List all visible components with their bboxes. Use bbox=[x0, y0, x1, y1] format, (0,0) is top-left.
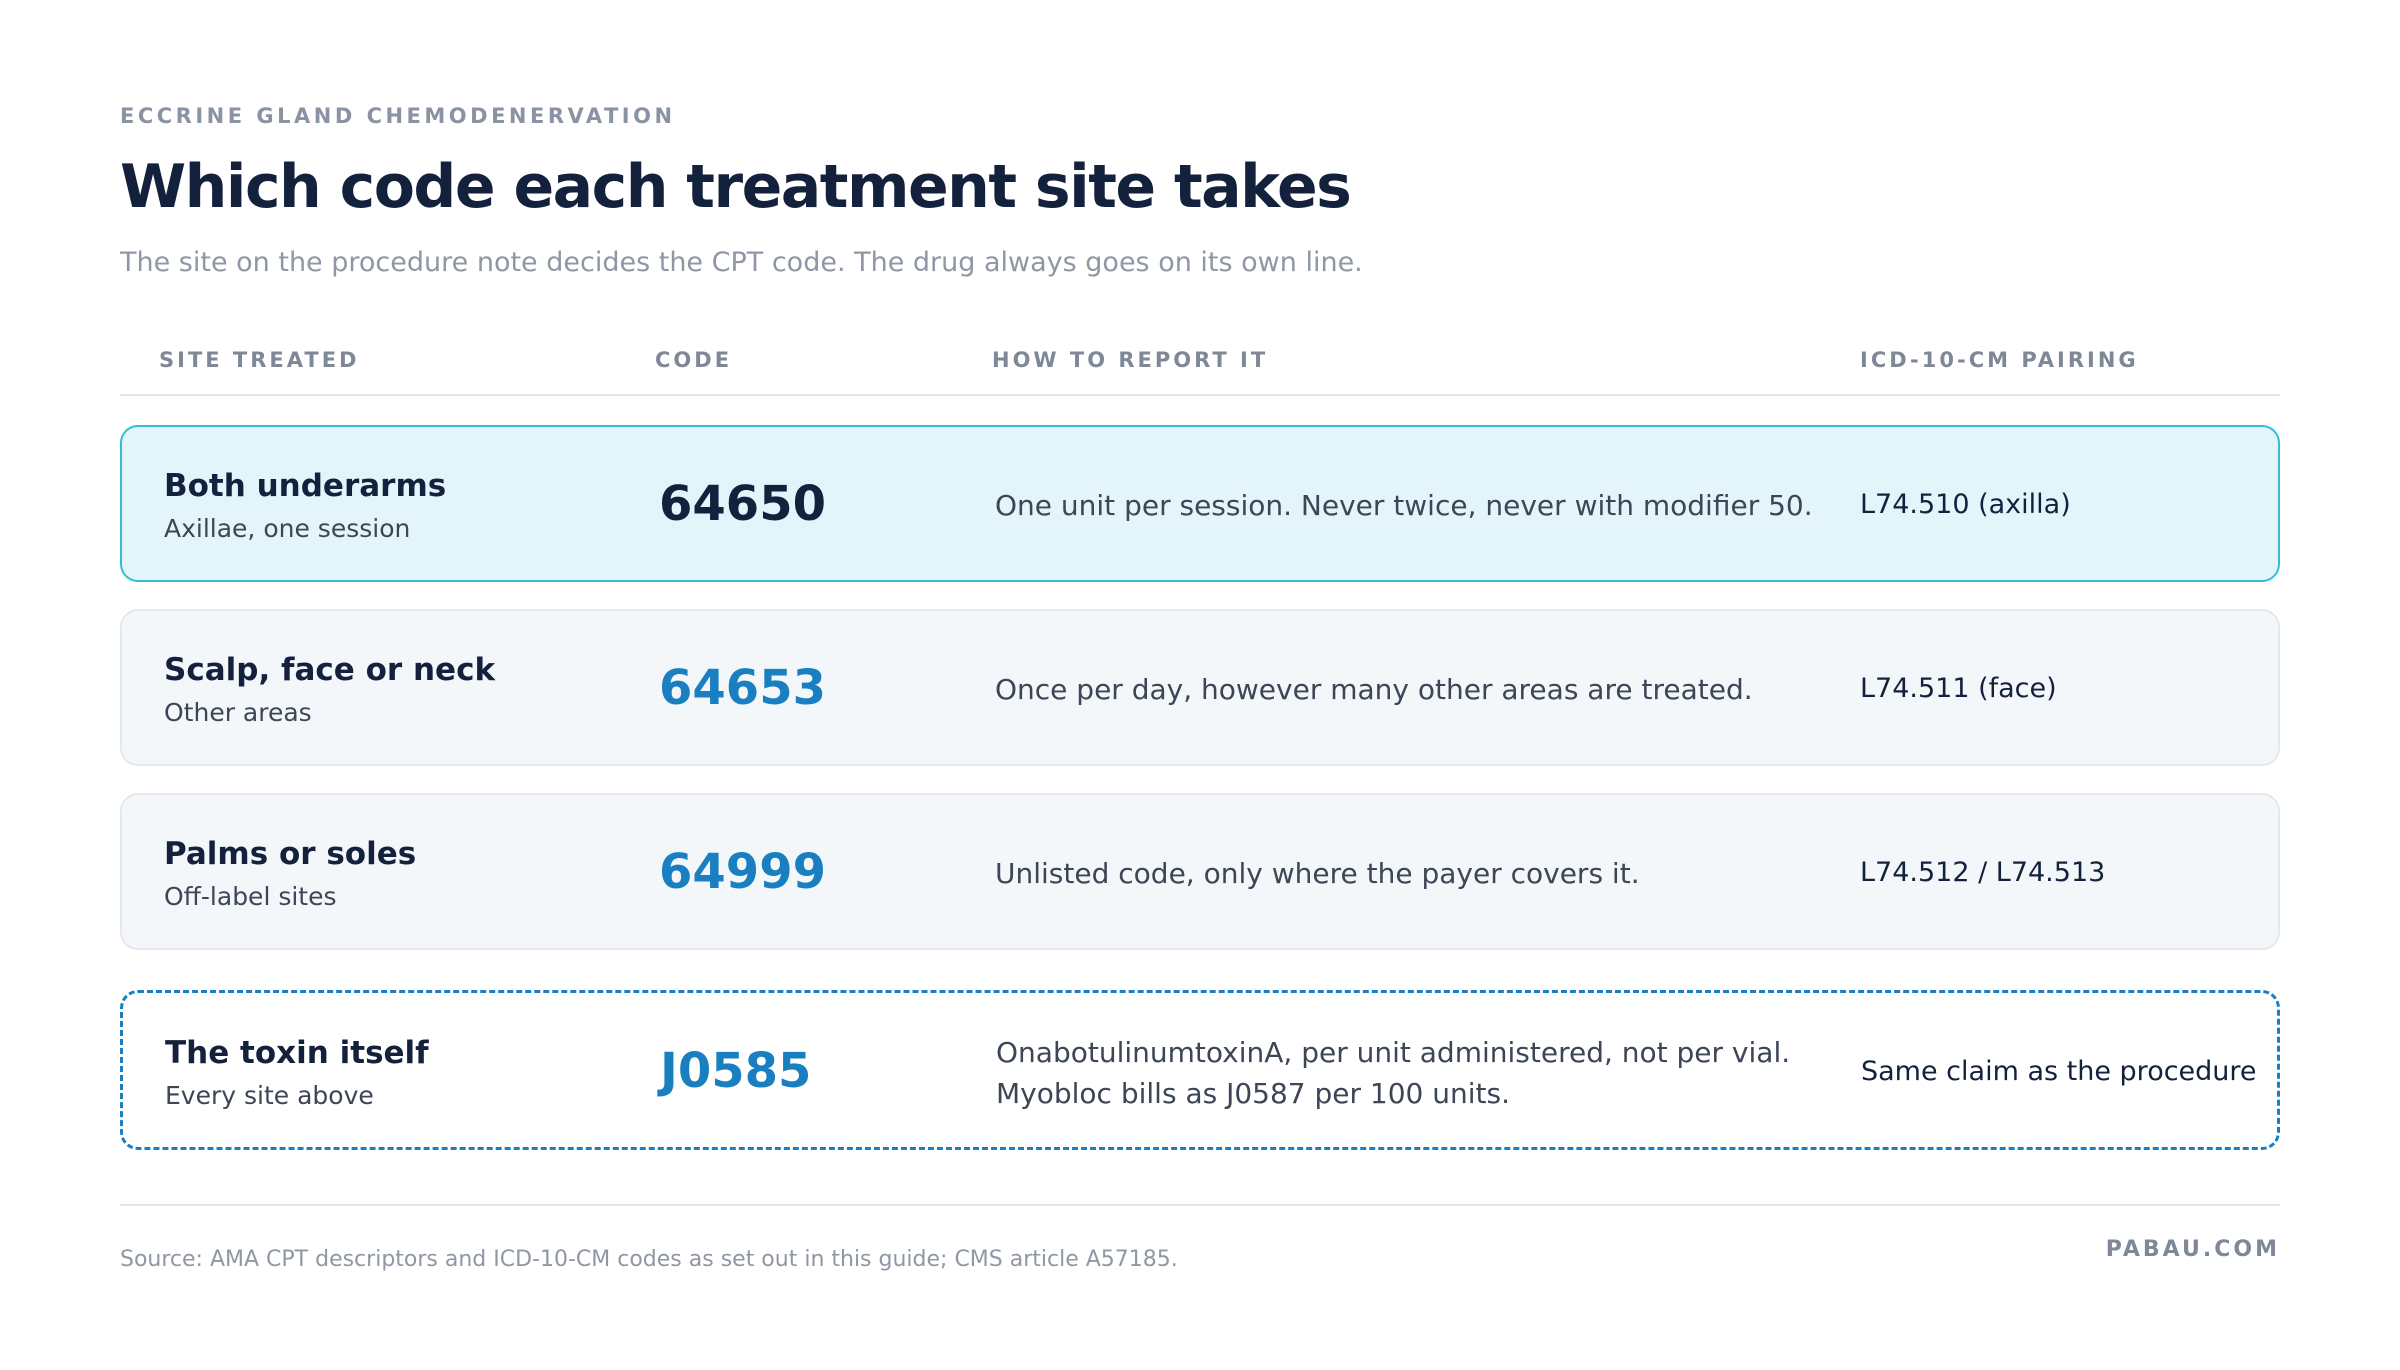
report-rule: OnabotulinumtoxinA, per unit administere… bbox=[996, 1032, 1790, 1114]
eyebrow: ECCRINE GLAND CHEMODENERVATION bbox=[120, 104, 676, 128]
footer-rule bbox=[120, 1204, 2280, 1206]
site-name: The toxin itself bbox=[165, 1035, 429, 1071]
site-detail: Off-label sites bbox=[164, 881, 337, 911]
brand: PABAU.COM bbox=[2105, 1237, 2280, 1262]
column-header: HOW TO REPORT IT bbox=[992, 348, 1269, 372]
column-header: SITE TREATED bbox=[159, 348, 360, 372]
report-line: Once per day, however many other areas a… bbox=[995, 673, 1753, 706]
title: Which code each treatment site takes bbox=[120, 152, 1352, 222]
site-name: Palms or soles bbox=[164, 835, 417, 872]
table-row: Palms or soles Off-label sites 64999 Unlist… bbox=[120, 793, 2280, 950]
report-line: Myobloc bills as J0587 per 100 units. bbox=[996, 1077, 1510, 1110]
icd-pairing: L74.512 / L74.513 bbox=[1860, 856, 2106, 888]
code: 64650 bbox=[659, 475, 826, 532]
table-row: Both underarms Axillae, one session 64650 O… bbox=[120, 425, 2280, 582]
icd-pairing: L74.510 (axilla) bbox=[1860, 488, 2071, 520]
column-header: CODE bbox=[655, 348, 733, 372]
header-rule bbox=[120, 394, 2280, 396]
icd-pairing: Same claim as the procedure bbox=[1861, 1056, 2257, 1087]
site-detail: Every site above bbox=[165, 1081, 374, 1110]
report-line: Unlisted code, only where the payer cove… bbox=[995, 857, 1640, 890]
code: J0585 bbox=[660, 1043, 812, 1099]
source-note: Source: AMA CPT descriptors and ICD-10-C… bbox=[120, 1247, 1178, 1272]
report-line: One unit per session. Never twice, never… bbox=[995, 489, 1813, 522]
report-rule: One unit per session. Never twice, never… bbox=[995, 485, 1813, 526]
subtitle: The site on the procedure note decides t… bbox=[120, 247, 1363, 278]
table-row: Scalp, face or neck Other areas 64653 Once … bbox=[120, 609, 2280, 766]
site-detail: Axillae, one session bbox=[164, 513, 411, 543]
code: 64999 bbox=[659, 843, 826, 900]
report-rule: Unlisted code, only where the payer cove… bbox=[995, 853, 1640, 894]
report-line: OnabotulinumtoxinA, per unit administere… bbox=[996, 1036, 1791, 1069]
icd-pairing: L74.511 (face) bbox=[1860, 672, 2057, 704]
site-name: Scalp, face or neck bbox=[164, 651, 496, 688]
site-name: Both underarms bbox=[164, 467, 447, 504]
column-header: ICD-10-CM PAIRING bbox=[1860, 348, 2139, 372]
report-rule: Once per day, however many other areas a… bbox=[995, 669, 1753, 710]
table-row: The toxin itself Every site above J0585 Ona… bbox=[120, 990, 2280, 1150]
code: 64653 bbox=[659, 659, 826, 716]
site-detail: Other areas bbox=[164, 697, 312, 727]
